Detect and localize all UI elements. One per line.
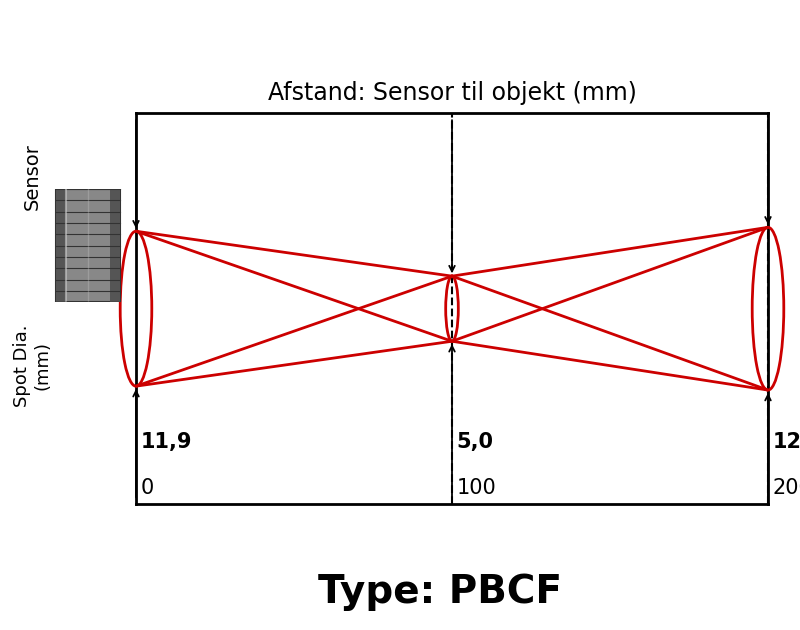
Text: Type: PBCF: Type: PBCF [318,573,562,611]
Text: 200: 200 [773,478,800,498]
Text: 0: 0 [141,478,154,498]
Bar [56,189,120,302]
Text: Spot Dia.
(mm): Spot Dia. (mm) [13,324,51,406]
Bar [110,189,120,302]
Text: Sensor: Sensor [22,143,42,210]
Text: 100: 100 [457,478,497,498]
Text: 5,0: 5,0 [457,432,494,452]
Polygon shape [56,302,120,311]
Title: Afstand: Sensor til objekt (mm): Afstand: Sensor til objekt (mm) [267,81,637,105]
Text: 11,9: 11,9 [141,432,192,452]
Bar [56,189,66,302]
Text: 12,5: 12,5 [773,432,800,452]
